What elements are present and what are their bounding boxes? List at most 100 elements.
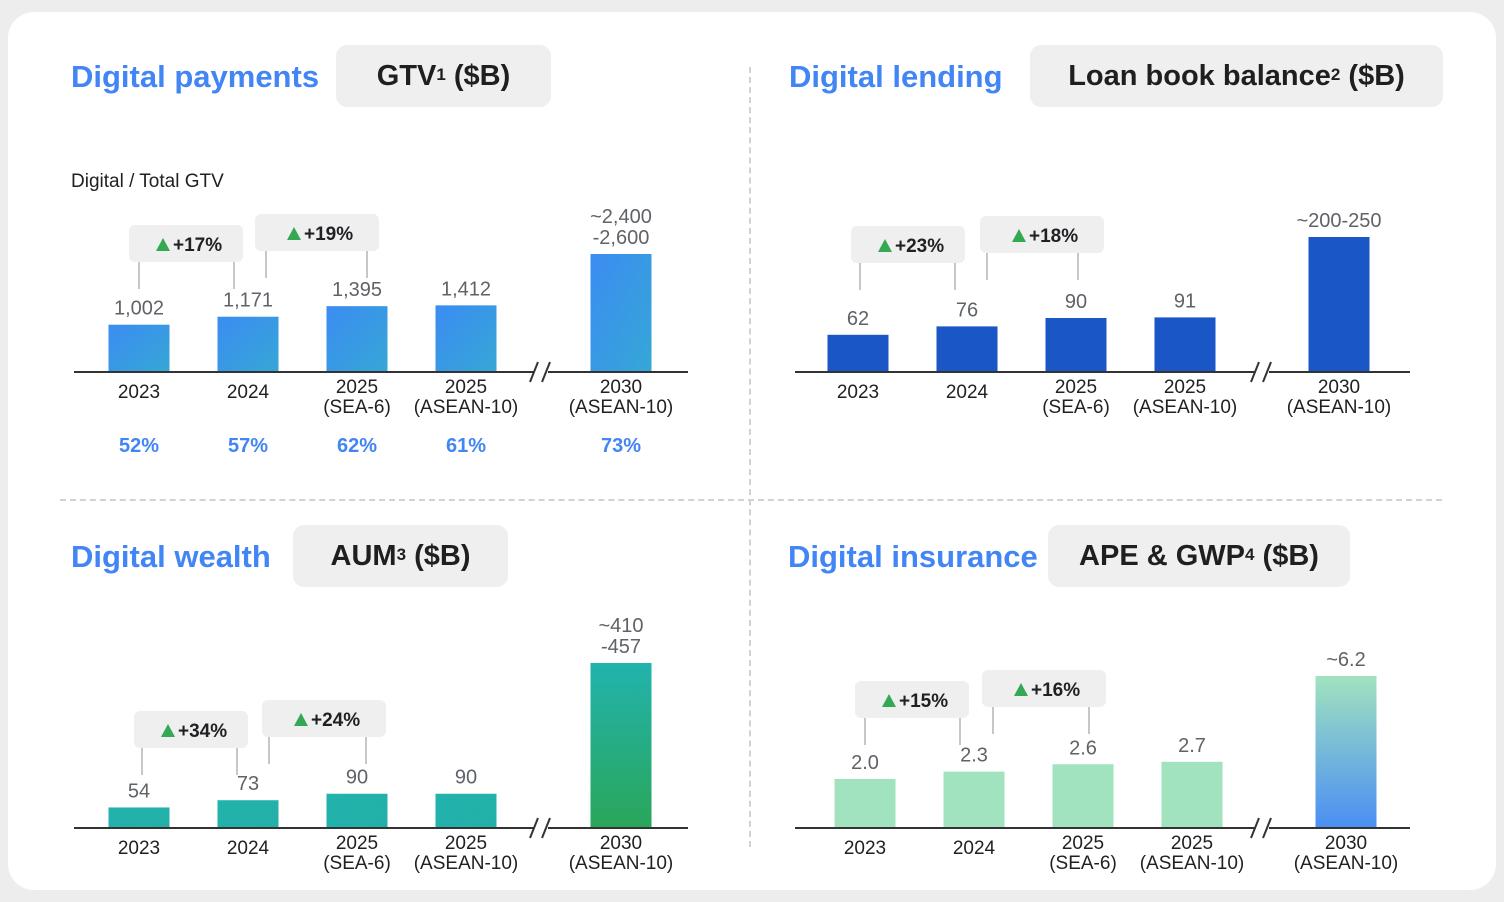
- digital-share-value: 52%: [119, 435, 159, 457]
- up-arrow-icon: [287, 227, 301, 240]
- data-label: 91: [1174, 290, 1196, 312]
- vertical-divider: [749, 67, 751, 847]
- axis-break-mark: [541, 817, 551, 839]
- growth-callout: +15%: [855, 681, 969, 745]
- metric-pill: GTV 1 ($B): [336, 45, 551, 107]
- bar: [435, 793, 497, 828]
- bar: [827, 334, 889, 372]
- bar: [943, 771, 1005, 828]
- bar: [1315, 676, 1377, 828]
- data-label: 90: [1065, 291, 1087, 313]
- growth-label: +19%: [304, 224, 353, 245]
- growth-label: +23%: [895, 236, 944, 257]
- growth-bubble: [851, 226, 965, 263]
- tick-label: 2023: [837, 382, 879, 403]
- growth-callout: +18%: [980, 216, 1104, 280]
- bar: [435, 305, 497, 372]
- digital-share-value: 73%: [601, 435, 641, 457]
- tick-label: 2023: [844, 838, 886, 859]
- growth-callout: +16%: [982, 670, 1106, 734]
- tick-label: 2025 (ASEAN-10): [1140, 833, 1245, 874]
- horizontal-divider: [60, 499, 1442, 501]
- data-label: 2.3: [960, 745, 988, 767]
- bar: [1154, 317, 1216, 372]
- data-label: 90: [455, 767, 477, 789]
- data-label: 1,412: [441, 278, 491, 300]
- data-label: ~410 -457: [598, 615, 643, 658]
- panel-title: Digital lending: [789, 59, 1003, 94]
- metric-label: AUM: [330, 539, 397, 572]
- metric-unit: ($B): [453, 59, 511, 92]
- tick-label: 2030 (ASEAN-10): [1294, 833, 1399, 874]
- panel-digital-payments: Digital payments GTV 1 ($B) Digital / Tot…: [8, 12, 748, 490]
- up-arrow-icon: [161, 724, 175, 737]
- data-label: 2.0: [851, 752, 879, 774]
- metric-pill: Loan book balance 2 ($B): [1030, 45, 1443, 107]
- metric-label: GTV: [376, 59, 437, 92]
- growth-label: +15%: [899, 691, 948, 712]
- aum-bar-chart: 54 2023 73 2024 90 2025 (SEA-6) 90 2025 (ASEAN-10…: [74, 615, 688, 874]
- tick-label: 2025 (SEA-6): [1049, 833, 1117, 874]
- growth-label: +18%: [1029, 226, 1078, 247]
- data-label: 2.6: [1069, 737, 1097, 759]
- data-label: ~200-250: [1296, 210, 1381, 232]
- digital-share-value: 62%: [337, 435, 377, 457]
- up-arrow-icon: [156, 238, 170, 251]
- growth-callout: +17%: [129, 225, 243, 289]
- metric-label: APE & GWP: [1079, 539, 1246, 572]
- bar: [108, 324, 170, 372]
- bar: [108, 807, 170, 828]
- data-label: 73: [237, 773, 259, 795]
- up-arrow-icon: [878, 239, 892, 252]
- data-label: ~2,400 -2,600: [590, 206, 652, 249]
- tick-label: 2023: [118, 838, 160, 859]
- axis-break-mark: [1262, 361, 1272, 383]
- data-label: 1,002: [114, 298, 164, 320]
- metric-pill: APE & GWP 4 ($B): [1048, 525, 1350, 587]
- growth-label: +24%: [311, 710, 360, 731]
- up-arrow-icon: [294, 713, 308, 726]
- bar: [326, 306, 388, 372]
- bar: [834, 778, 896, 828]
- axis-break-mark: [541, 361, 551, 383]
- growth-bubble: [255, 214, 379, 251]
- panel-title: Digital payments: [71, 59, 320, 94]
- data-label: 2.7: [1178, 735, 1206, 757]
- tick-label: 2030 (ASEAN-10): [569, 377, 674, 418]
- metric-pill: AUM 3 ($B): [293, 525, 508, 587]
- bar: [1045, 318, 1107, 372]
- tick-label: 2030 (ASEAN-10): [1287, 377, 1392, 418]
- gtv-bar-chart: 1,002 2023 1,171 2024 1,395 2025 (SEA-6) 1,412 2…: [74, 206, 688, 457]
- ape-gwp-bar-chart: 2.0 2023 2.3 2024 2.6 2025 (SEA-6) 2.7 2025 (ASEA…: [795, 649, 1410, 874]
- growth-bubble: [982, 670, 1106, 707]
- data-label: 62: [847, 308, 869, 330]
- metric-unit: ($B): [1262, 539, 1319, 572]
- dashboard-card: Digital payments GTV 1 ($B) Digital / Tot…: [8, 12, 1496, 890]
- data-label: 76: [956, 299, 978, 321]
- tick-label: 2030 (ASEAN-10): [569, 833, 674, 874]
- panel-digital-insurance: Digital insurance APE & GWP 4 ($B) 2.0 202…: [728, 492, 1496, 890]
- digital-share-value: 57%: [228, 435, 268, 457]
- bar: [936, 326, 998, 372]
- bar: [326, 793, 388, 828]
- tick-label: 2024: [946, 382, 989, 403]
- footnote-marker: 1: [436, 64, 446, 84]
- growth-callout: +19%: [255, 214, 379, 278]
- bar: [217, 316, 279, 372]
- axis-break-mark: [529, 361, 539, 383]
- panel-digital-lending: Digital lending Loan book balance 2 ($B) …: [728, 12, 1496, 490]
- metric-label: Loan book balance: [1068, 59, 1331, 92]
- tick-label: 2025 (ASEAN-10): [414, 833, 519, 874]
- axis-break-mark: [529, 817, 539, 839]
- bar: [590, 254, 652, 372]
- up-arrow-icon: [1012, 229, 1026, 242]
- footnote-marker: 2: [1330, 64, 1341, 84]
- tick-label: 2025 (ASEAN-10): [1133, 377, 1238, 418]
- growth-bubble: [855, 681, 969, 718]
- axis-break-mark: [1262, 817, 1272, 839]
- tick-label: 2024: [953, 838, 996, 859]
- growth-label: +16%: [1031, 680, 1080, 701]
- chart-subtitle: Digital / Total GTV: [71, 171, 224, 192]
- panel-digital-wealth: Digital wealth AUM 3 ($B) 54 2023 73 2024 90 2…: [8, 492, 748, 890]
- panel-title: Digital insurance: [788, 539, 1038, 574]
